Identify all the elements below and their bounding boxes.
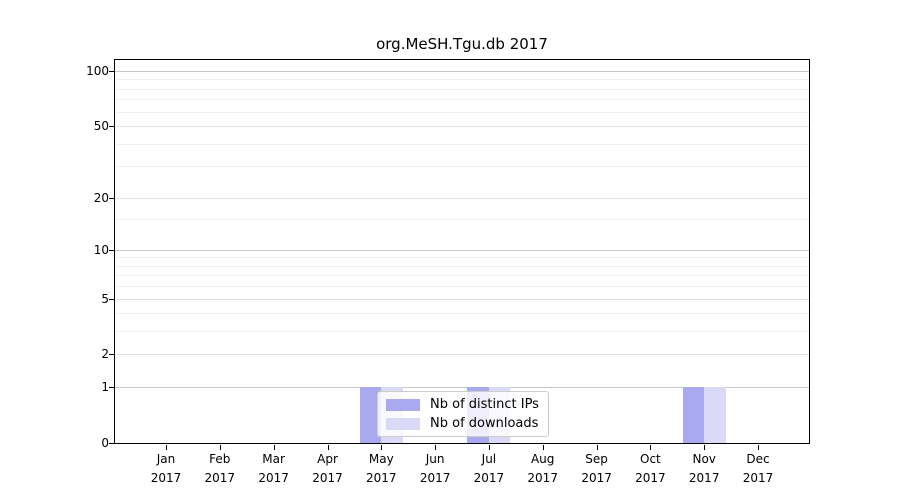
x-axis-tick-label: Sep 2017 [581, 452, 612, 485]
x-axis-tick [488, 445, 490, 450]
y-axis-tick-label: 1 [101, 380, 109, 395]
legend-swatch-distinct-ips-icon [386, 398, 420, 411]
minor-gridline [115, 286, 809, 288]
bar-nov-downloads [704, 387, 726, 443]
y-axis-tick-label: 50 [93, 119, 109, 133]
y-axis-tick [109, 70, 114, 72]
y-axis-tick-label: 20 [93, 190, 109, 205]
x-axis-tick-label: May 2017 [366, 452, 397, 485]
minor-gridline [115, 111, 809, 113]
y-axis-tick [109, 354, 114, 356]
x-axis-tick-label: Aug 2017 [527, 452, 558, 485]
minor-gridline [115, 313, 809, 315]
y-axis-tick [109, 443, 114, 444]
minor-gridline [115, 331, 809, 333]
legend-label-distinct-ips: Nb of distinct IPs [430, 397, 539, 412]
minor-gridline [115, 275, 809, 277]
mid-gridline [115, 126, 809, 127]
legend-label-downloads: Nb of downloads [430, 416, 539, 431]
minor-gridline [115, 219, 809, 221]
minor-gridline [115, 265, 809, 267]
x-axis-tick-label: Oct 2017 [635, 452, 666, 485]
major-gridline [115, 249, 809, 251]
y-axis-tick [109, 197, 114, 199]
y-axis-tick-label: 2 [101, 347, 109, 362]
x-axis-tick [273, 445, 275, 450]
plot-area: 0 1 2 5 10 20 50 100 Jan 2017 Feb 2017 Mar 2017 Apr… [86, 59, 810, 485]
mid-gridline [115, 197, 809, 199]
legend-item-distinct-ips: Nb of distinct IPs [386, 397, 539, 412]
legend: Nb of distinct IPs Nb of downloads [377, 391, 549, 437]
y-axis-tick [109, 126, 114, 127]
minor-gridline [115, 99, 809, 101]
y-axis-tick [109, 387, 114, 389]
x-axis-tick [219, 445, 221, 450]
x-axis-tick [327, 445, 329, 450]
x-axis-tick [381, 445, 383, 450]
x-axis-tick-label: Feb 2017 [204, 452, 236, 485]
mid-gridline [115, 354, 809, 356]
x-axis-tick-label: Mar 2017 [258, 452, 289, 485]
x-axis-tick [542, 445, 544, 450]
legend-swatch-downloads-icon [386, 417, 420, 430]
y-axis-tick-label: 5 [101, 291, 109, 306]
x-axis-tick-label: Nov 2017 [688, 452, 720, 485]
minor-gridline [115, 88, 809, 90]
x-axis-tick-label: Apr 2017 [312, 452, 343, 485]
x-axis-tick-label: Dec 2017 [742, 452, 774, 485]
x-axis-tick [166, 445, 167, 450]
x-axis-tick [704, 445, 706, 450]
x-axis-tick-label: Jul 2017 [473, 452, 505, 485]
major-gridline [115, 70, 809, 72]
y-axis-tick [109, 249, 114, 251]
bar-may-distinct-ips [359, 387, 382, 443]
major-gridline [115, 387, 809, 389]
x-axis-tick [435, 445, 437, 450]
y-axis-tick [109, 298, 114, 300]
minor-gridline [115, 257, 809, 259]
y-axis-tick-label: 0 [101, 436, 109, 450]
minor-gridline [115, 79, 809, 81]
x-axis-tick [596, 445, 598, 450]
minor-gridline [115, 166, 809, 168]
x-axis-tick [758, 445, 759, 450]
legend-item-downloads: Nb of downloads [386, 416, 539, 431]
mid-gridline [115, 298, 809, 300]
minor-gridline [115, 143, 809, 145]
x-axis-tick-label: Jan 2017 [150, 452, 182, 485]
y-axis-tick-label: 10 [93, 242, 109, 257]
chart-title: org.MeSH.Tgu.db 2017 [376, 35, 548, 53]
y-axis-tick-label: 100 [86, 63, 109, 78]
x-axis-tick-label: Jun 2017 [419, 452, 451, 485]
x-axis-tick [650, 445, 652, 450]
bar-nov-distinct-ips [682, 387, 705, 443]
